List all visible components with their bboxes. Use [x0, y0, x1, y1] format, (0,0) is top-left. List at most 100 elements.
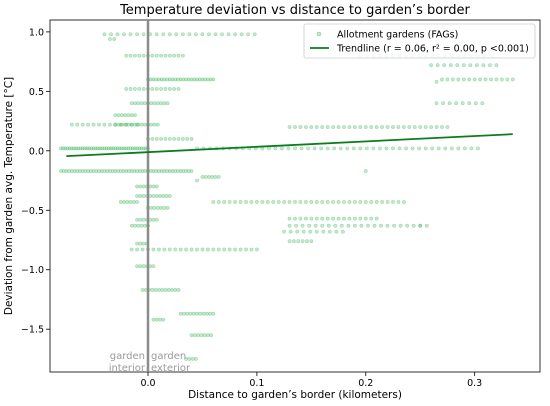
data-point	[288, 229, 293, 234]
data-point	[133, 223, 137, 228]
data-point	[178, 169, 183, 173]
data-point	[113, 122, 118, 127]
data-point	[136, 223, 141, 228]
data-point	[478, 77, 483, 82]
data-point	[181, 169, 186, 173]
data-point	[184, 77, 189, 82]
data-point	[314, 216, 319, 221]
data-point	[384, 146, 389, 151]
data-point	[156, 77, 161, 82]
data-point	[404, 146, 408, 151]
data-point	[176, 77, 180, 82]
y-tick-label: −1.0	[21, 265, 44, 276]
y-tick-label: 0.0	[29, 146, 44, 157]
data-point	[366, 223, 370, 228]
data-point	[176, 87, 181, 91]
data-point	[456, 146, 461, 151]
data-point	[216, 175, 221, 179]
data-point	[314, 125, 319, 129]
data-point	[80, 122, 85, 127]
data-point	[213, 175, 218, 179]
data-point	[227, 200, 232, 204]
data-point	[401, 200, 406, 204]
data-point	[369, 125, 374, 129]
data-point	[227, 247, 232, 252]
chart-title: Temperature deviation vs distance to gar…	[119, 3, 470, 18]
data-point	[200, 175, 205, 179]
data-point	[151, 217, 156, 222]
data-point	[128, 87, 133, 91]
data-point	[476, 146, 480, 151]
data-point	[336, 216, 341, 221]
data-point	[159, 77, 164, 82]
data-point	[185, 311, 190, 316]
data-point	[129, 223, 134, 228]
data-point	[155, 122, 160, 127]
data-point	[423, 125, 428, 129]
data-point	[165, 205, 170, 210]
data-point	[72, 146, 76, 151]
data-point	[162, 247, 167, 252]
data-point	[298, 125, 303, 129]
data-point	[429, 125, 434, 129]
data-point	[80, 146, 85, 151]
legend: Allotment gardens (FAGs) Trendline (r = …	[303, 23, 536, 59]
data-point	[489, 77, 493, 82]
data-point	[135, 247, 140, 252]
data-point	[392, 223, 396, 228]
data-point	[334, 229, 339, 234]
data-point	[102, 32, 107, 37]
data-point	[165, 101, 170, 106]
data-point	[149, 101, 154, 106]
data-point	[189, 137, 194, 141]
data-point	[88, 169, 93, 173]
data-point	[137, 53, 142, 58]
data-point	[181, 77, 186, 82]
data-point	[99, 169, 104, 173]
data-point	[140, 247, 145, 252]
data-point	[75, 122, 80, 127]
data-point	[119, 113, 124, 118]
data-point	[351, 146, 356, 151]
x-axis-label: Distance to garden’s border (kilometers)	[188, 389, 402, 401]
data-point	[397, 146, 402, 151]
data-point	[124, 169, 129, 173]
data-point	[159, 137, 163, 141]
data-point	[83, 169, 88, 173]
data-point	[154, 184, 159, 189]
data-point	[391, 146, 395, 151]
x-tick-label: 0.1	[249, 378, 264, 389]
data-point	[187, 357, 192, 361]
data-point	[303, 125, 308, 129]
data-point	[130, 146, 135, 151]
data-point	[379, 223, 383, 228]
data-point	[154, 53, 159, 58]
data-point	[347, 125, 352, 129]
data-point	[369, 200, 374, 204]
data-point	[151, 194, 156, 198]
data-point	[472, 77, 477, 82]
data-point	[320, 223, 325, 228]
data-point	[233, 200, 238, 204]
data-point	[166, 288, 171, 292]
data-point	[162, 77, 167, 82]
data-point	[303, 216, 308, 221]
data-point	[161, 32, 166, 37]
data-point	[434, 125, 439, 129]
data-point	[336, 200, 341, 204]
data-point	[325, 216, 330, 221]
data-point	[445, 125, 450, 129]
data-point	[205, 77, 210, 82]
data-point	[142, 223, 147, 228]
data-point	[305, 239, 309, 244]
data-point	[176, 169, 180, 173]
y-tick-label: −0.5	[21, 206, 44, 217]
data-point	[167, 77, 172, 82]
data-point	[210, 175, 215, 179]
data-point	[282, 229, 287, 234]
data-point	[203, 175, 208, 179]
data-point	[69, 122, 74, 127]
data-point	[138, 264, 143, 269]
data-point	[391, 200, 395, 204]
data-point	[86, 169, 91, 173]
